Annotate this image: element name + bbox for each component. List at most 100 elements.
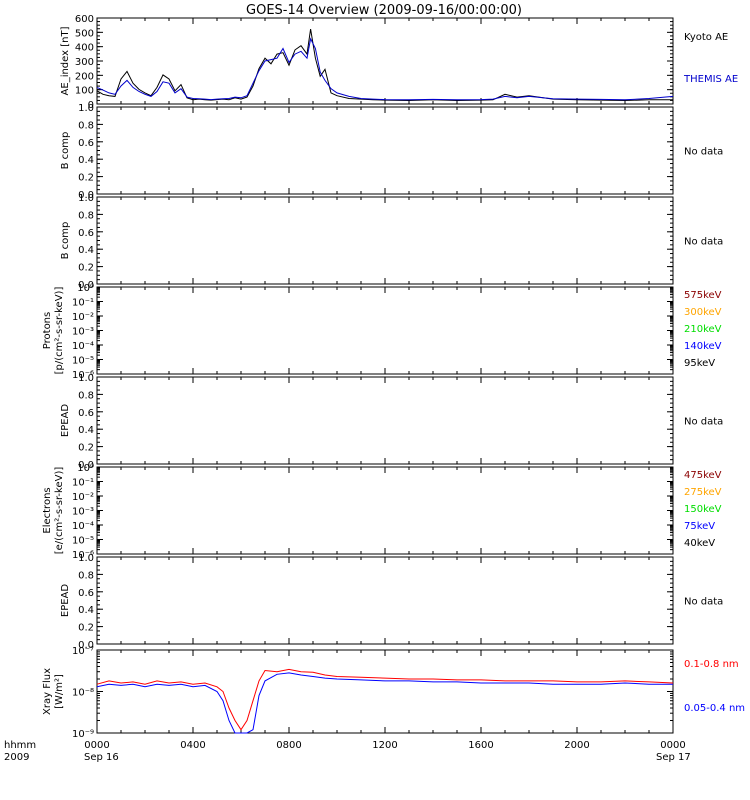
y-tick-label: 0.2 xyxy=(78,623,94,634)
y-tick-label: 10⁻⁵ xyxy=(72,536,94,547)
y-axis-label: AE_index [nT] xyxy=(60,26,71,95)
chart-title: GOES-14 Overview (2009-09-16/00:00:00) xyxy=(246,3,522,18)
time-axis: hhmm 2009 Sep 16 Sep 17 0000 0400 0800 1200… xyxy=(4,740,691,763)
y-tick-label: 200 xyxy=(75,71,94,82)
y-tick-label: 600 xyxy=(75,14,94,25)
y-axis-unit: [e/(cm²-s-sr-keV)] xyxy=(54,467,65,555)
no-data-label: No data xyxy=(684,417,723,428)
y-tick-label: 0.0 xyxy=(78,640,94,651)
panel-frame xyxy=(96,556,674,645)
y-tick-label: 10⁻⁵ xyxy=(72,356,94,367)
series-line-0 xyxy=(96,29,673,102)
time-tick-label: 0400 xyxy=(180,740,205,751)
panel-b_comp_1: 0.0 0.2 0.4 0.6 0.8 1.0 B comp No data xyxy=(60,103,723,201)
y-tick-label: 0.4 xyxy=(78,425,94,436)
legend-label: Kyoto AE xyxy=(684,32,728,43)
legend-label: 300keV xyxy=(684,307,722,318)
y-tick-label: 10⁻¹ xyxy=(72,298,94,309)
y-tick-label: 10⁻¹ xyxy=(72,478,94,489)
y-tick-label: 10⁻⁸ xyxy=(72,688,94,699)
y-tick-label: 10⁻² xyxy=(72,312,94,323)
legend-label: 275keV xyxy=(684,487,722,498)
y-tick-label: 10⁻⁴ xyxy=(72,341,94,352)
legend-label: 75keV xyxy=(684,521,715,532)
panel-protons: 10⁻⁶ 10⁻⁵ 10⁻⁴ 10⁻³ 10⁻² 10⁻¹ 10⁰ Protons [p/(cm… xyxy=(42,283,722,381)
y-tick-label: 1.0 xyxy=(78,373,94,384)
y-axis-label: EPEAD xyxy=(60,584,71,618)
panel-ae_index: 0 100 200 300 400 500 600 AE_index [nT] Kyoto AE… xyxy=(60,14,738,111)
y-axis-label: Electrons xyxy=(42,487,53,533)
y-tick-label: 400 xyxy=(75,43,94,54)
time-tick-label: 1600 xyxy=(468,740,493,751)
y-tick-label: 10⁻³ xyxy=(72,507,94,518)
panel-frame xyxy=(96,196,674,285)
y-tick-label: 0.8 xyxy=(78,390,94,401)
y-tick-label: 0.0 xyxy=(78,460,94,471)
y-axis-unit: [W/m²] xyxy=(54,674,65,709)
chart-panels: 0 100 200 300 400 500 600 AE_index [nT] Kyoto AE… xyxy=(42,14,745,740)
legend-label: 150keV xyxy=(684,504,722,515)
panel-epead_1: 0.0 0.2 0.4 0.6 0.8 1.0 EPEAD No data xyxy=(60,373,723,471)
y-axis-label: B comp xyxy=(60,132,71,170)
y-tick-label: 10⁻³ xyxy=(72,327,94,338)
no-data-label: No data xyxy=(684,237,723,248)
panel-frame xyxy=(96,286,674,375)
y-axis-unit: [p/(cm²-s-sr-keV)] xyxy=(54,287,65,375)
y-tick-label: 10⁰ xyxy=(77,463,94,474)
time-tick-label: 1200 xyxy=(372,740,397,751)
y-tick-label: 0.2 xyxy=(78,263,94,274)
y-tick-label: 0.6 xyxy=(78,228,94,239)
y-tick-label: 10⁻⁹ xyxy=(72,729,94,740)
end-date-label: Sep 17 xyxy=(656,752,691,763)
start-date-label: Sep 16 xyxy=(84,752,119,763)
legend-label: 0.1-0.8 nm xyxy=(684,659,739,670)
y-tick-label: 0.8 xyxy=(78,210,94,221)
legend-label: 210keV xyxy=(684,324,722,335)
y-tick-label: 0 xyxy=(88,100,94,111)
y-tick-label: 100 xyxy=(75,86,94,97)
panel-electrons: 10⁻⁶ 10⁻⁵ 10⁻⁴ 10⁻³ 10⁻² 10⁻¹ 10⁰ Electrons [e/(… xyxy=(42,463,722,561)
y-tick-label: 0.4 xyxy=(78,155,94,166)
panel-b_comp_2: 0.0 0.2 0.4 0.6 0.8 1.0 B comp No data xyxy=(60,193,723,291)
y-tick-label: 0.6 xyxy=(78,588,94,599)
panel-frame xyxy=(96,106,674,195)
y-tick-label: 0.6 xyxy=(78,408,94,419)
legend-label: 140keV xyxy=(684,341,722,352)
y-tick-label: 0.6 xyxy=(78,138,94,149)
y-tick-label: 300 xyxy=(75,57,94,68)
y-tick-label: 0.0 xyxy=(78,190,94,201)
series-line-1 xyxy=(96,37,674,101)
y-tick-label: 0.8 xyxy=(78,120,94,131)
time-tick-label: 0800 xyxy=(276,740,301,751)
y-tick-label: 10⁻⁴ xyxy=(72,521,94,532)
y-tick-label: 10⁰ xyxy=(77,283,94,294)
y-axis-label: Xray Flux xyxy=(42,668,53,715)
legend-label: 0.05-0.4 nm xyxy=(684,703,745,714)
y-tick-label: 0.0 xyxy=(78,280,94,291)
legend-label: 40keV xyxy=(684,538,715,549)
time-tick-label: 0000 xyxy=(84,740,109,751)
y-tick-label: 0.4 xyxy=(78,245,94,256)
legend-label: 475keV xyxy=(684,470,722,481)
y-axis-label: EPEAD xyxy=(60,404,71,438)
y-tick-label: 1.0 xyxy=(78,553,94,564)
panel-frame xyxy=(96,376,674,465)
time-row1-label: hhmm xyxy=(4,740,36,751)
y-tick-label: 0.2 xyxy=(78,443,94,454)
no-data-label: No data xyxy=(684,597,723,608)
y-tick-label: 500 xyxy=(75,28,94,39)
series-line-0 xyxy=(96,668,674,731)
time-tick-label: 2000 xyxy=(564,740,589,751)
panel-frame xyxy=(96,17,674,105)
y-axis-label: Protons xyxy=(42,312,53,349)
panel-xray_flux: 10⁻⁹ 10⁻⁸ 10⁻⁷ Xray Flux [W/m²] 0.1-0.8 nm 0.0… xyxy=(42,646,745,740)
y-tick-label: 10⁻² xyxy=(72,492,94,503)
y-axis-label: B comp xyxy=(60,222,71,260)
panel-frame xyxy=(96,649,674,734)
legend-label: THEMIS AE xyxy=(683,74,738,85)
series-line-1 xyxy=(96,672,673,734)
y-tick-label: 10⁻⁶ xyxy=(72,550,94,561)
legend-label: 575keV xyxy=(684,290,722,301)
no-data-label: No data xyxy=(684,147,723,158)
